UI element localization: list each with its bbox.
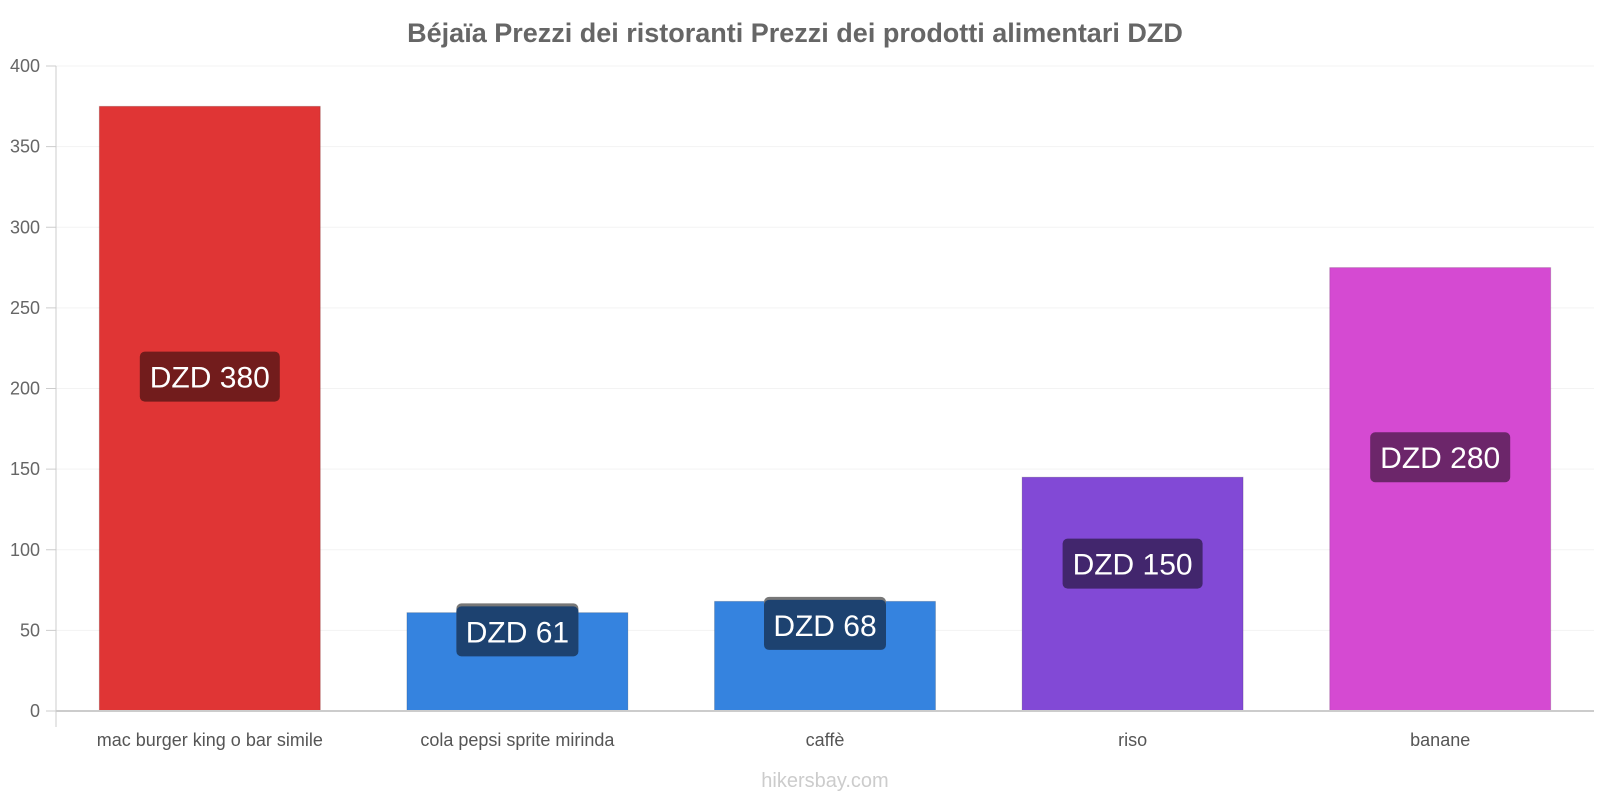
bar — [98, 105, 321, 712]
y-tick-label: 350 — [10, 137, 40, 157]
bar — [1329, 267, 1552, 712]
source-credit: hikersbay.com — [761, 770, 888, 792]
data-label-text: DZD 61 — [466, 616, 569, 649]
y-tick-label: 200 — [10, 379, 40, 399]
x-axis-labels: mac burger king o bar simile cola pepsi s… — [97, 730, 1470, 750]
x-category-label: cola pepsi sprite mirinda — [420, 730, 615, 750]
x-category-label: caffè — [806, 730, 845, 750]
data-label-text: DZD 150 — [1073, 549, 1193, 582]
y-tick-label: 100 — [10, 540, 40, 560]
data-label: DZD 150 — [1062, 538, 1203, 589]
y-tick-label: 250 — [10, 298, 40, 318]
bars — [98, 105, 1552, 712]
data-label-box — [1370, 432, 1511, 483]
y-tick-label: 150 — [10, 459, 40, 479]
data-label: DZD 61 — [456, 603, 579, 657]
data-label-box — [139, 351, 280, 402]
data-label: DZD 68 — [764, 596, 886, 650]
y-tick-label: 400 — [10, 56, 40, 76]
bar — [1021, 476, 1244, 712]
y-tick-label: 50 — [20, 620, 40, 640]
data-labels: DZD 380 DZD 61 DZD 68 DZD 150 DZD 280 — [139, 351, 1511, 657]
x-category-label: mac burger king o bar simile — [97, 730, 323, 750]
data-label-box — [456, 606, 579, 657]
y-axis-ticks: 0 50 100 150 200 250 300 350 400 — [10, 56, 56, 721]
data-label: DZD 380 — [139, 351, 280, 402]
x-category-label: riso — [1118, 730, 1147, 750]
chart-title: Béjaïa Prezzi dei ristoranti Prezzi dei … — [407, 18, 1183, 48]
data-label-text: DZD 280 — [1380, 442, 1500, 475]
data-label-box — [764, 599, 886, 650]
data-label-text: DZD 68 — [773, 610, 876, 643]
y-tick-label: 0 — [30, 701, 40, 721]
y-tick-label: 300 — [10, 217, 40, 237]
data-label-text: DZD 380 — [150, 362, 270, 395]
data-label-box — [1062, 538, 1203, 589]
data-label: DZD 280 — [1370, 432, 1511, 483]
x-category-label: banane — [1410, 730, 1470, 750]
